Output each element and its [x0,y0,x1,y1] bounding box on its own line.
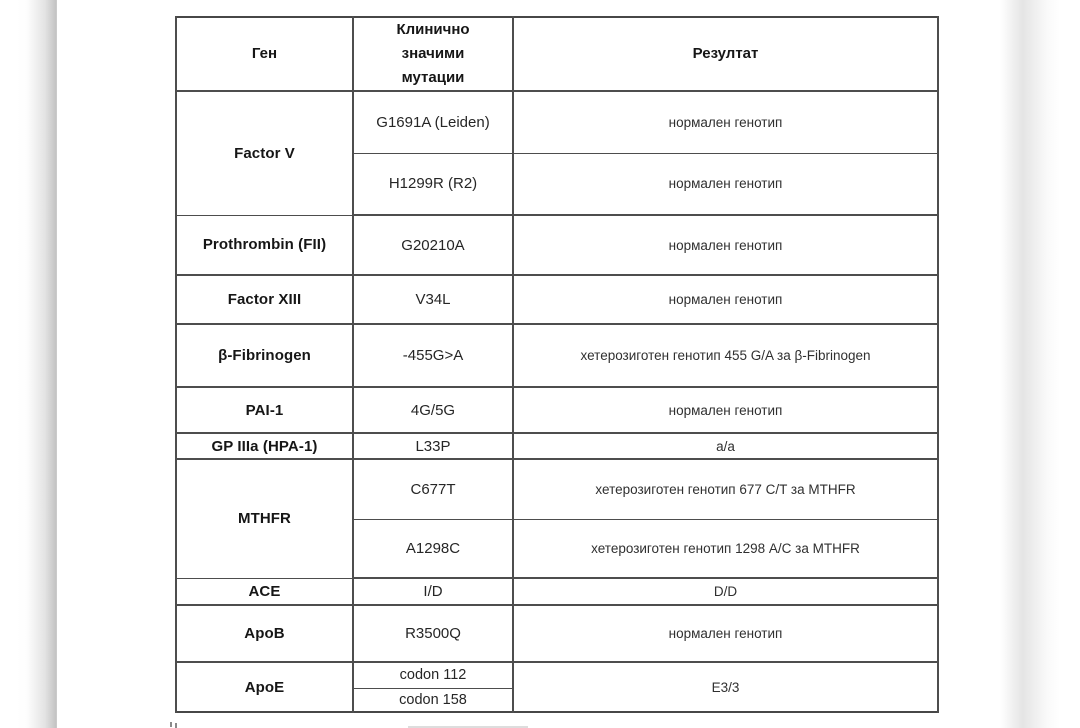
table-row: A1298C хетерозиготен генотип 1298 A/C за… [176,518,939,579]
table-header-row: Ген Клинично значими мутации Резултат [175,16,939,92]
gene-cell-factor-v: Factor V [175,90,354,216]
result-cell: нормален генотип [512,214,939,276]
mutation-cell: codon 158 [352,687,514,713]
gene-cell-gp-iiia: GP IIIa (HPA-1) [175,432,354,460]
mutation-cell: R3500Q [352,604,514,663]
table-row: GP IIIa (HPA-1) L33P a/a [175,432,939,460]
gene-cell-b-fibrinogen: β-Fibrinogen [175,323,354,388]
header-gene: Ген [175,16,354,92]
page-edge-shadow-left [17,0,57,728]
header-result: Резултат [512,16,939,92]
mutation-cell: I/D [352,577,514,606]
result-cell: хетерозиготен генотип 1298 A/C за MTHFR [512,518,939,579]
table-row: ACE I/D D/D [175,577,939,606]
result-cell: нормален генотип [512,152,939,216]
page-edge-shadow-right [1000,0,1060,728]
header-mutations: Клинично значими мутации [352,16,514,92]
table-row: Factor XIII V34L нормален генотип [175,274,939,325]
table-row: ApoB R3500Q нормален генотип [175,604,939,663]
gene-cell-factor-xiii: Factor XIII [175,274,354,325]
table-row: PAI-1 4G/5G нормален генотип [175,386,939,434]
mutation-cell: 4G/5G [352,386,514,434]
header-mutations-label: Клинично значими мутации [396,21,470,86]
mutation-cell: -455G>A [352,323,514,388]
gene-cell-pai-1: PAI-1 [175,386,354,434]
result-cell: нормален генотип [512,604,939,663]
gene-cell-apoe: ApoE [175,661,354,713]
table-row: β-Fibrinogen -455G>A хетерозиготен генот… [175,323,939,388]
mutation-cell: codon 112 [352,661,514,689]
mutation-cell: L33P [352,432,514,460]
table-row: ApoE codon 112 E3/3 [175,661,939,713]
cutoff-print-artifact [170,722,184,728]
table-row: Prothrombin (FII) G20210A нормален генот… [175,214,939,276]
mutation-cell: A1298C [352,518,514,579]
result-cell: хетерозиготен генотип 677 C/T за MTHFR [512,458,939,520]
genetic-results-table: Ген Клинично значими мутации Резултат Fa… [175,16,939,713]
table-row: codon 158 [176,687,938,713]
scan-smudge-artifact [408,726,528,728]
gene-cell-apob: ApoB [175,604,354,663]
gene-cell-ace: ACE [175,577,354,606]
result-cell: нормален генотип [512,90,939,154]
mutation-cell: V34L [352,274,514,325]
table-row: Factor V G1691A (Leiden) нормален геноти… [175,90,939,216]
result-cell: E3/3 [512,661,939,713]
gene-cell-prothrombin: Prothrombin (FII) [175,214,354,276]
mutation-cell: G1691A (Leiden) [352,90,514,154]
result-cell: нормален генотип [512,386,939,434]
mutation-cell: G20210A [352,214,514,276]
mutation-cell: H1299R (R2) [352,152,514,216]
table-row: H1299R (R2) нормален генотип [176,152,939,216]
result-cell: D/D [512,577,939,606]
result-cell: хетерозиготен генотип 455 G/A за β-Fibri… [512,323,939,388]
table-row: MTHFR C677T хетерозиготен генотип 677 C/… [175,458,939,579]
mutation-cell: C677T [352,458,514,520]
gene-cell-mthfr: MTHFR [175,458,354,579]
result-cell: нормален генотип [512,274,939,325]
result-cell: a/a [512,432,939,460]
